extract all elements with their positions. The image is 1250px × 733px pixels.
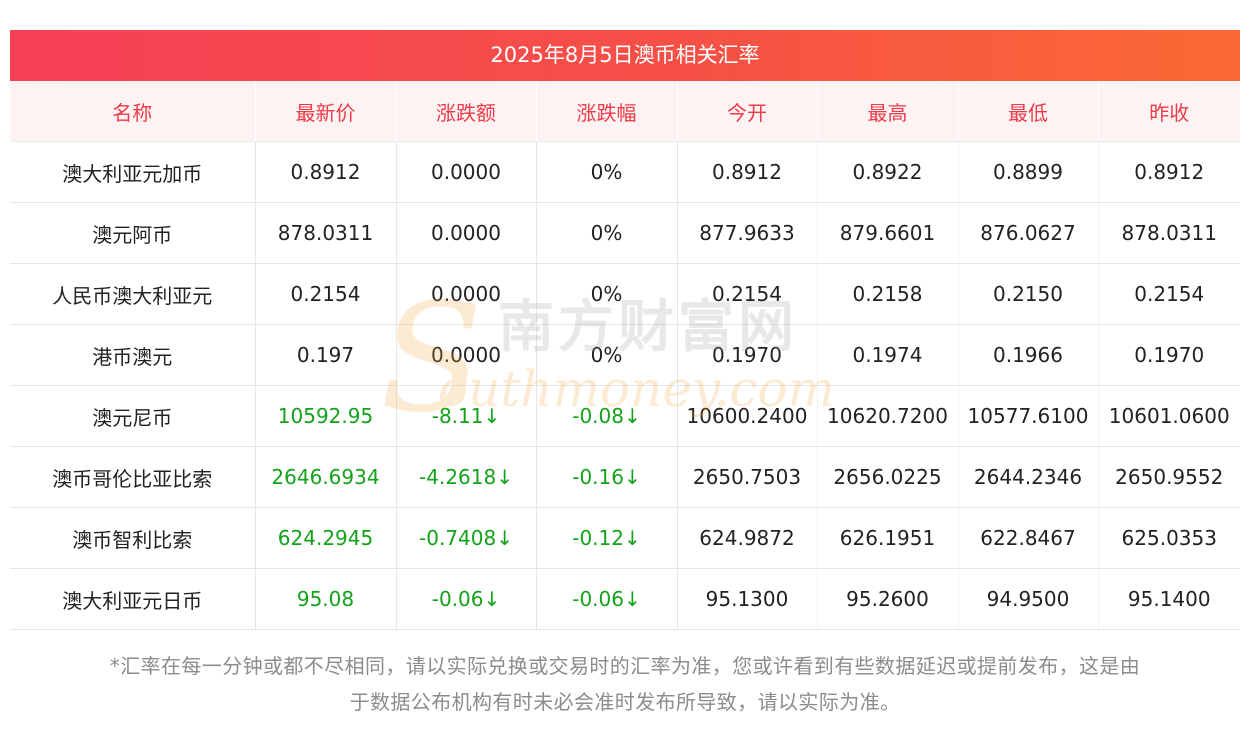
change-pct-cell: 0% xyxy=(536,202,678,264)
open-price-cell: 877.9633 xyxy=(677,202,818,264)
open-price-cell: 2650.7503 xyxy=(677,446,818,508)
pair-name-cell: 人民币澳大利亚元 xyxy=(10,263,256,325)
prev-close-cell: 95.1400 xyxy=(1098,568,1240,630)
low-price-cell: 0.2150 xyxy=(958,263,1099,325)
pair-name-cell: 港币澳元 xyxy=(10,324,256,386)
change-pct-cell: 0% xyxy=(536,263,678,325)
high-price-cell: 2656.0225 xyxy=(817,446,959,508)
latest-price-cell: 878.0311 xyxy=(255,202,397,264)
change-amount-cell: -0.06↓ xyxy=(396,568,537,630)
pair-name-cell: 澳大利亚元日币 xyxy=(10,568,256,630)
open-price-cell: 0.2154 xyxy=(677,263,818,325)
change-amount-cell: 0.0000 xyxy=(396,141,537,203)
high-price-cell: 0.2158 xyxy=(817,263,959,325)
pair-name-cell: 澳元阿币 xyxy=(10,202,256,264)
change-pct-cell: -0.12↓ xyxy=(536,507,678,569)
latest-price-cell: 0.8912 xyxy=(255,141,397,203)
change-pct-cell: -0.06↓ xyxy=(536,568,678,630)
low-price-cell: 0.1966 xyxy=(958,324,1099,386)
prev-close-cell: 625.0353 xyxy=(1098,507,1240,569)
column-header-name: 名称 xyxy=(10,81,256,142)
latest-price-cell: 624.2945 xyxy=(255,507,397,569)
prev-close-cell: 2650.9552 xyxy=(1098,446,1240,508)
table-row: 澳币智利比索 624.2945 -0.7408↓ -0.12↓ 624.9872 626.… xyxy=(10,507,1240,569)
change-pct-cell: -0.08↓ xyxy=(536,385,678,447)
low-price-cell: 622.8467 xyxy=(958,507,1099,569)
disclaimer-footnote: *汇率在每一分钟或都不尽相同，请以实际兑换或交易时的汇率为准，您或许看到有些数据… xyxy=(10,648,1240,720)
prev-close-cell: 0.2154 xyxy=(1098,263,1240,325)
table-body: 澳大利亚元加币 0.8912 0.0000 0% 0.8912 0.8922 0.8899 0… xyxy=(10,141,1240,630)
table-row: 澳币哥伦比亚比索 2646.6934 -4.2618↓ -0.16↓ 2650.7503… xyxy=(10,446,1240,508)
table-header-row: 名称 最新价 涨跌额 涨跌幅 今开 最高 最低 昨收 xyxy=(10,81,1240,142)
pair-name-cell: 澳大利亚元加币 xyxy=(10,141,256,203)
column-header-high: 最高 xyxy=(817,81,959,142)
change-pct-cell: 0% xyxy=(536,324,678,386)
latest-price-cell: 0.197 xyxy=(255,324,397,386)
table-row: 澳元阿币 878.0311 0.0000 0% 877.9633 879.6601 876.… xyxy=(10,202,1240,264)
high-price-cell: 626.1951 xyxy=(817,507,959,569)
open-price-cell: 0.1970 xyxy=(677,324,818,386)
high-price-cell: 95.2600 xyxy=(817,568,959,630)
open-price-cell: 10600.2400 xyxy=(677,385,818,447)
open-price-cell: 624.9872 xyxy=(677,507,818,569)
column-header-prev-close: 昨收 xyxy=(1098,81,1240,142)
low-price-cell: 876.0627 xyxy=(958,202,1099,264)
latest-price-cell: 95.08 xyxy=(255,568,397,630)
prev-close-cell: 0.1970 xyxy=(1098,324,1240,386)
column-header-low: 最低 xyxy=(958,81,1099,142)
change-amount-cell: 0.0000 xyxy=(396,324,537,386)
change-pct-cell: -0.16↓ xyxy=(536,446,678,508)
high-price-cell: 10620.7200 xyxy=(817,385,959,447)
low-price-cell: 10577.6100 xyxy=(958,385,1099,447)
change-amount-cell: -0.7408↓ xyxy=(396,507,537,569)
change-amount-cell: 0.0000 xyxy=(396,263,537,325)
low-price-cell: 94.9500 xyxy=(958,568,1099,630)
column-header-latest: 最新价 xyxy=(255,81,397,142)
high-price-cell: 879.6601 xyxy=(817,202,959,264)
high-price-cell: 0.8922 xyxy=(817,141,959,203)
disclaimer-line-2: 于数据公布机构有时未必会准时发布所导致，请以实际为准。 xyxy=(349,690,901,714)
prev-close-cell: 0.8912 xyxy=(1098,141,1240,203)
open-price-cell: 95.1300 xyxy=(677,568,818,630)
pair-name-cell: 澳币哥伦比亚比索 xyxy=(10,446,256,508)
change-amount-cell: -8.11↓ xyxy=(396,385,537,447)
exchange-rate-table: 名称 最新价 涨跌额 涨跌幅 今开 最高 最低 昨收 澳大利亚元加币 0.8912… xyxy=(10,81,1240,630)
prev-close-cell: 878.0311 xyxy=(1098,202,1240,264)
table-row: 人民币澳大利亚元 0.2154 0.0000 0% 0.2154 0.2158 0.2150… xyxy=(10,263,1240,325)
column-header-change-pct: 涨跌幅 xyxy=(536,81,678,142)
change-amount-cell: -4.2618↓ xyxy=(396,446,537,508)
change-pct-cell: 0% xyxy=(536,141,678,203)
prev-close-cell: 10601.0600 xyxy=(1098,385,1240,447)
pair-name-cell: 澳币智利比索 xyxy=(10,507,256,569)
pair-name-cell: 澳元尼币 xyxy=(10,385,256,447)
column-header-change: 涨跌额 xyxy=(396,81,537,142)
table-title: 2025年8月5日澳币相关汇率 xyxy=(10,30,1240,81)
high-price-cell: 0.1974 xyxy=(817,324,959,386)
low-price-cell: 2644.2346 xyxy=(958,446,1099,508)
latest-price-cell: 10592.95 xyxy=(255,385,397,447)
latest-price-cell: 0.2154 xyxy=(255,263,397,325)
latest-price-cell: 2646.6934 xyxy=(255,446,397,508)
low-price-cell: 0.8899 xyxy=(958,141,1099,203)
column-header-open: 今开 xyxy=(677,81,818,142)
table-row: 澳元尼币 10592.95 -8.11↓ -0.08↓ 10600.2400 10620.… xyxy=(10,385,1240,447)
table-row: 澳大利亚元加币 0.8912 0.0000 0% 0.8912 0.8922 0.8899 0… xyxy=(10,141,1240,203)
change-amount-cell: 0.0000 xyxy=(396,202,537,264)
table-row: 港币澳元 0.197 0.0000 0% 0.1970 0.1974 0.1966 0.197… xyxy=(10,324,1240,386)
disclaimer-line-1: *汇率在每一分钟或都不尽相同，请以实际兑换或交易时的汇率为准，您或许看到有些数据… xyxy=(109,654,1141,678)
table-row: 澳大利亚元日币 95.08 -0.06↓ -0.06↓ 95.1300 95.2600 94… xyxy=(10,568,1240,630)
open-price-cell: 0.8912 xyxy=(677,141,818,203)
